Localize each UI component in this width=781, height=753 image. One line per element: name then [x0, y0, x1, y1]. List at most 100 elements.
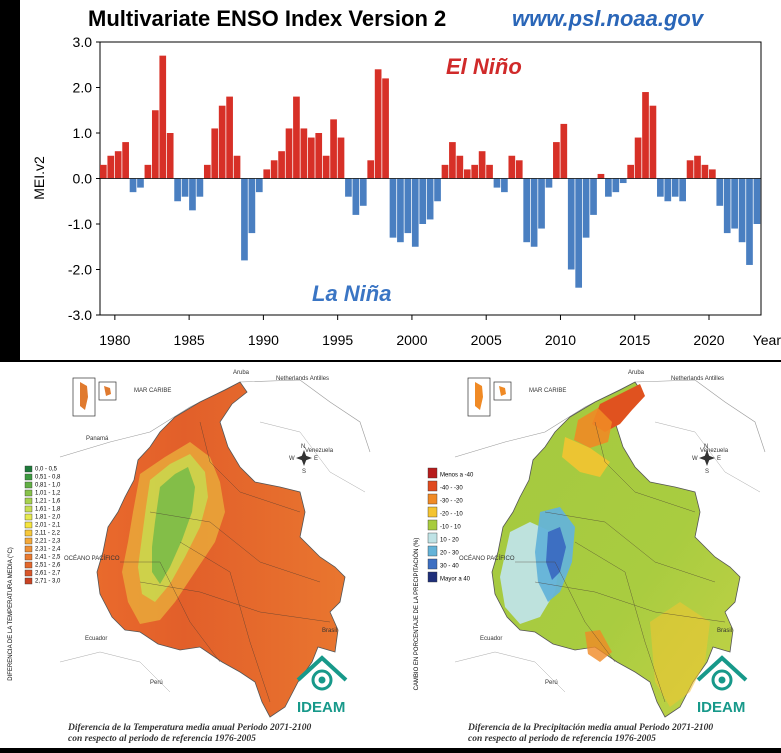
mei-bar-negative — [241, 178, 248, 261]
mei-bar-negative — [397, 178, 404, 243]
legend-swatch — [24, 481, 33, 489]
compass-s: S — [302, 469, 306, 475]
chart-title: Multivariate ENSO Index Version 2 — [88, 6, 446, 31]
precipitation-map: Aruba Netherlands Antilles MAR CARIBE Ve… — [413, 370, 766, 744]
mei-bar-negative — [657, 178, 664, 197]
x-tick-label: 2015 — [619, 332, 650, 348]
legend-swatch — [427, 558, 438, 570]
maps-figure: Aruba Netherlands Antilles MAR CARIBE Pa… — [8, 370, 766, 744]
legend-swatch — [24, 521, 33, 529]
mei-bar-positive — [107, 155, 115, 179]
compass-e: E — [314, 456, 318, 462]
mei-bar-negative — [345, 178, 352, 197]
legend-label: 2,21 - 2,3 — [35, 539, 61, 545]
mei-bar-negative — [426, 178, 434, 220]
ideam-logo-eye-icon — [718, 676, 726, 684]
legend-swatch — [427, 506, 438, 518]
ecuador-outline — [59, 651, 171, 693]
mei-bar-positive — [293, 96, 300, 179]
legend-swatch — [24, 513, 33, 521]
mei-bar-negative — [359, 178, 367, 206]
legend-label: -20 - -10 — [440, 512, 463, 518]
x-tick-label: 1985 — [174, 332, 205, 348]
precipitation-caption: Diferencia de la Precipitación media anu… — [467, 723, 716, 744]
label-netherlands-antilles: Netherlands Antilles — [671, 376, 724, 382]
mei-bar-positive — [515, 160, 523, 179]
source-url: www.psl.noaa.gov — [512, 6, 705, 31]
legend-label: 1,21 - 1,6 — [35, 499, 61, 505]
mei-bar-positive — [634, 137, 642, 179]
mei-bar-positive — [144, 164, 152, 179]
y-tick-label: 3.0 — [73, 34, 93, 50]
caribbean-dry-zone — [574, 408, 612, 448]
legend-label: 2,01 - 2,1 — [35, 523, 61, 529]
mei-bar-negative — [738, 178, 746, 243]
mei-bar-positive — [203, 164, 211, 179]
label-peru: Perú — [150, 680, 163, 686]
mei-bar-positive — [263, 169, 271, 179]
legend-label: 1,01 - 1,2 — [35, 491, 61, 497]
legend-swatch — [24, 577, 33, 585]
mei-bar-positive — [278, 151, 285, 179]
legend-swatch — [24, 553, 33, 561]
legend-swatch — [427, 493, 438, 505]
compass-n: N — [301, 444, 305, 450]
legend-label: 0,0 - 0,5 — [35, 467, 58, 473]
mei-bar-positive — [330, 119, 337, 179]
mei-bar-positive — [226, 96, 233, 179]
legend-label: -10 - 10 — [440, 525, 461, 531]
legend-swatch — [427, 571, 438, 583]
legend-swatch — [24, 569, 33, 577]
mei-bar-positive — [218, 105, 226, 179]
x-tick-label: 2010 — [545, 332, 576, 348]
ideam-logo-text: IDEAM — [697, 699, 745, 716]
ideam-logo-roof-icon — [696, 655, 748, 682]
mei-bar-negative — [174, 178, 181, 202]
label-panama: Panamá — [86, 436, 109, 442]
ideam-logo-spiral-icon — [711, 669, 733, 691]
label-venezuela: Venezuela — [700, 448, 729, 454]
label-mar-caribe: MAR CARIBE — [134, 388, 171, 394]
mei-bar-positive — [300, 128, 308, 179]
mei-bar-positive — [486, 164, 493, 179]
mei-bar-negative — [545, 178, 553, 188]
legend-label: Mayor a 40 — [440, 577, 471, 583]
mei-bar-negative — [671, 178, 679, 197]
mei-bar-positive — [367, 160, 375, 179]
mei-bar-positive — [315, 133, 323, 179]
legend-swatch — [24, 537, 33, 545]
mei-bar-negative — [753, 178, 761, 224]
mei-bar-negative — [731, 178, 738, 229]
x-tick-label: 1990 — [248, 332, 279, 348]
mei-bar-positive — [701, 164, 709, 179]
temperature-legend-title: DIFERENCIA DE LA TEMPERATURA MEDIA (°C) — [8, 547, 14, 681]
amazon-dry-zone — [650, 602, 710, 707]
venezuela-border-outline — [654, 421, 761, 493]
mei-bar-positive — [337, 137, 345, 179]
colombia-maps-panel: Aruba Netherlands Antilles MAR CARIBE Pa… — [0, 362, 781, 748]
legend-label: 2,71 - 3,0 — [35, 579, 61, 585]
mei-bar-negative — [723, 178, 731, 234]
venezuela-border-outline — [259, 421, 366, 493]
compass-n: N — [704, 444, 708, 450]
mei-bar-negative — [523, 178, 531, 243]
mei-bar-positive — [285, 128, 293, 179]
mei-bar-positive — [560, 123, 568, 179]
mei-bar-negative — [137, 178, 144, 188]
legend-swatch — [24, 545, 33, 553]
department-borders — [515, 421, 726, 703]
mei-bar-negative — [196, 178, 204, 197]
legend-label: 1,61 - 1,8 — [35, 507, 61, 513]
mei-bar-positive — [122, 142, 129, 179]
precipitation-legend-title: CAMBIO EN PORCENTAJE DE LA PRECIPITACIÓN… — [413, 538, 420, 691]
y-axis-label: MEI.v2 — [31, 156, 47, 200]
x-axis-label: Year — [753, 332, 781, 348]
ideam-logo-text: IDEAM — [297, 699, 345, 716]
legend-label: 0,51 - 0,8 — [35, 475, 61, 481]
ideam-logo-eye-icon — [318, 676, 326, 684]
x-tick-label: 2005 — [471, 332, 502, 348]
mei-bar-positive — [374, 69, 382, 179]
ideam-logo: IDEAM — [296, 655, 348, 716]
el-nino-annotation: El Niño — [446, 54, 522, 79]
mei-bar-positive — [449, 142, 456, 179]
